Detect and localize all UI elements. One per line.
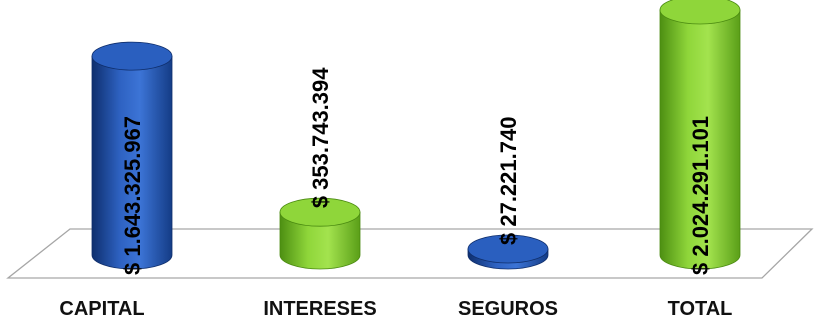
- category-label-seguros: SEGUROS: [458, 298, 558, 320]
- category-label-capital: CAPITAL: [59, 298, 144, 320]
- bar-body-total: [659, 9, 741, 270]
- bar-total: [659, 0, 741, 270]
- bar-top-intereses: [279, 197, 361, 227]
- bar-body-capital: [91, 55, 173, 270]
- bar-body-intereses: [279, 211, 361, 270]
- data-label-intereses: $ 353.743.394: [308, 67, 333, 208]
- category-label-intereses: INTERESES: [263, 298, 376, 320]
- category-labels-group: CAPITAL INTERESES SEGUROS TOTAL: [59, 298, 732, 320]
- bar-top-total: [659, 0, 741, 25]
- data-label-capital: $ 1.643.325.967: [120, 116, 145, 275]
- bar-capital: [91, 41, 173, 270]
- bar-intereses: [279, 197, 361, 270]
- bar-top-seguros: [467, 234, 549, 264]
- bars-group: [91, 0, 741, 270]
- chart-floor: [6, 228, 814, 279]
- category-label-total: TOTAL: [668, 298, 733, 320]
- bar-top-capital: [91, 41, 173, 71]
- data-labels-group: $ 1.643.325.967 $ 353.743.394 $ 27.221.740…: [120, 67, 713, 275]
- data-label-total: $ 2.024.291.101: [688, 116, 713, 275]
- data-label-seguros: $ 27.221.740: [496, 117, 521, 245]
- bar-seguros: [467, 234, 549, 270]
